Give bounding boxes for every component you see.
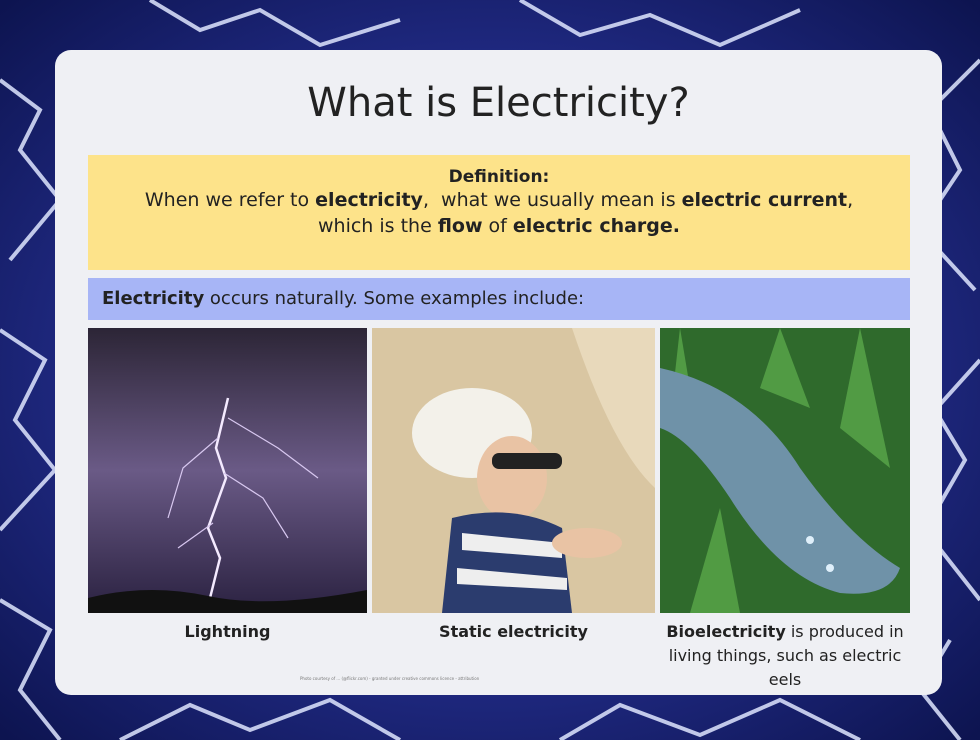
text-run: electric current: [681, 189, 848, 211]
text-run: When we refer to: [144, 189, 316, 211]
definition-line: which is the flow of electric charge.: [88, 213, 910, 239]
text-run: Electricity: [102, 288, 205, 309]
static-photo: [372, 328, 655, 613]
slide-title: What is Electricity?: [307, 80, 690, 126]
text-run: electricity: [315, 189, 423, 211]
text-run: Static electricity: [439, 622, 588, 641]
text-run: of: [482, 215, 513, 237]
lightning-photo: [88, 328, 367, 613]
definition-box: Definition: When we refer to electricity…: [88, 155, 910, 270]
example-caption: Bioelectricity is produced in living thi…: [655, 620, 915, 692]
eel-photo: [660, 328, 910, 613]
text-run: electric charge.: [512, 215, 680, 237]
photo-credit: Photo courtesy of ... (@flickr.com) - gr…: [300, 676, 480, 681]
example-caption: Static electricity: [372, 620, 655, 644]
intro-bar: Electricity occurs naturally. Some examp…: [88, 278, 910, 320]
text-run: Lightning: [184, 622, 271, 641]
text-run: flow: [437, 215, 483, 237]
text-run: occurs naturally. Some examples include:: [204, 288, 585, 309]
example-caption: Lightning: [88, 620, 367, 644]
definition-heading: Definition:: [448, 167, 550, 187]
text-run: , what we usually mean is: [422, 189, 682, 211]
text-run: is produced in living things, such as el…: [668, 622, 909, 689]
text-run: ,: [847, 189, 854, 211]
definition-line: When we refer to electricity, what we us…: [88, 187, 910, 213]
text-run: which is the: [317, 215, 438, 237]
text-run: Bioelectricity: [666, 622, 786, 641]
